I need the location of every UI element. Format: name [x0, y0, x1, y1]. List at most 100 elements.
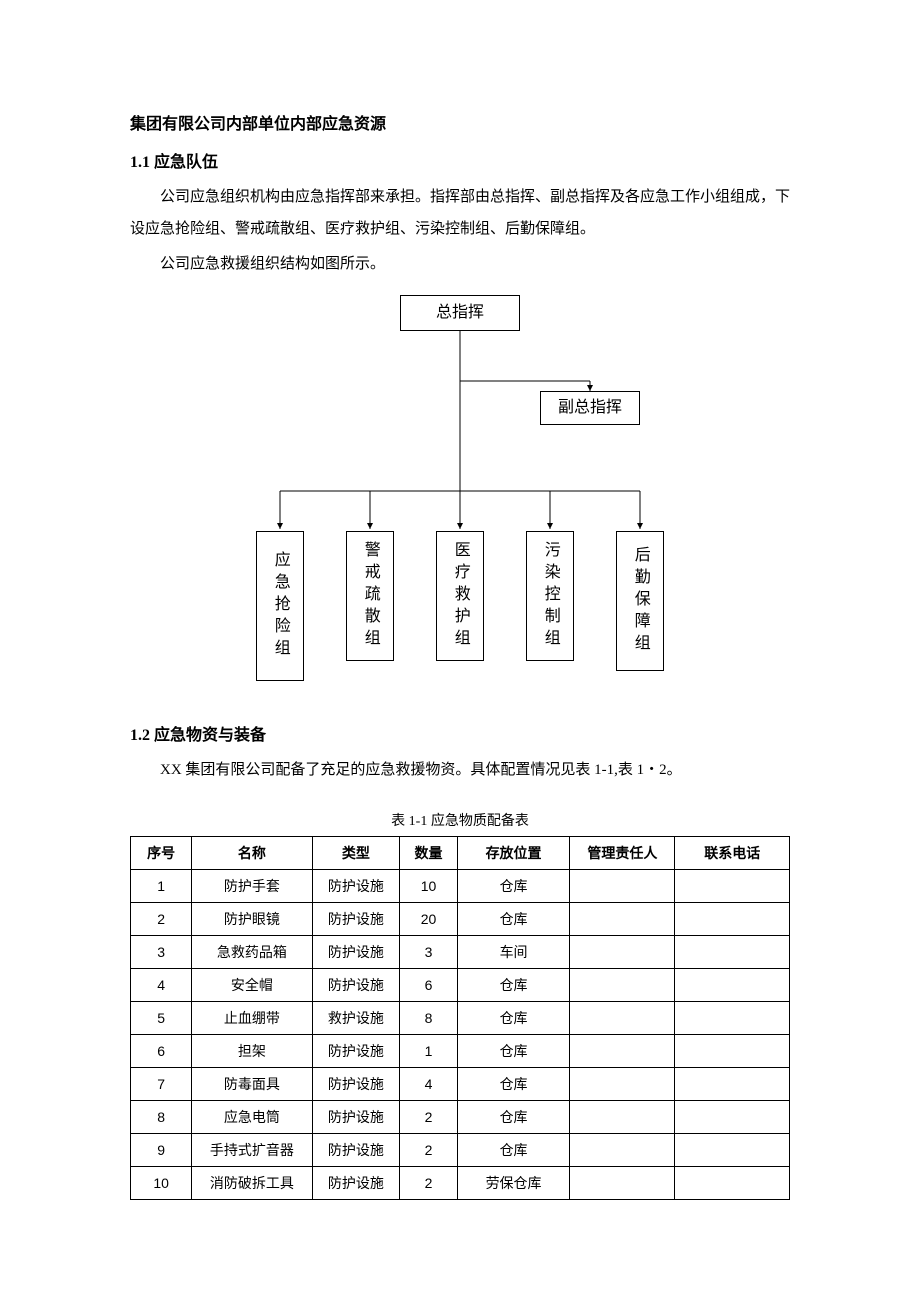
table-cell: 消防破拆工具 — [192, 1167, 312, 1200]
org-node-group-0: 应急抢险组 — [256, 531, 304, 681]
table-cell — [675, 1101, 790, 1134]
table-cell — [675, 1134, 790, 1167]
table-cell: 防护设施 — [312, 969, 400, 1002]
table-cell — [570, 969, 675, 1002]
table-cell — [675, 870, 790, 903]
table-col-seq: 序号 — [131, 837, 192, 870]
table-cell: 2 — [400, 1134, 457, 1167]
page: 集团有限公司内部单位内部应急资源 1.1 应急队伍 公司应急组织机构由应急指挥部… — [0, 0, 920, 1260]
table-col-loc: 存放位置 — [457, 837, 570, 870]
org-node-deputy: 副总指挥 — [540, 391, 640, 425]
table-cell — [675, 1068, 790, 1101]
table-cell — [675, 1167, 790, 1200]
table-cell — [570, 903, 675, 936]
table-col-name: 名称 — [192, 837, 312, 870]
table-cell: 车间 — [457, 936, 570, 969]
table-row: 8应急电筒防护设施2仓库 — [131, 1101, 790, 1134]
table-row: 4安全帽防护设施6仓库 — [131, 969, 790, 1002]
table-cell: 6 — [131, 1035, 192, 1068]
table-cell: 6 — [400, 969, 457, 1002]
table-cell: 仓库 — [457, 903, 570, 936]
table-cell: 应急电筒 — [192, 1101, 312, 1134]
table-row: 6担架防护设施1仓库 — [131, 1035, 790, 1068]
table-cell — [570, 1035, 675, 1068]
table-cell — [570, 1134, 675, 1167]
table-cell — [675, 903, 790, 936]
table-cell: 5 — [131, 1002, 192, 1035]
table-header-row: 序号 名称 类型 数量 存放位置 管理责任人 联系电话 — [131, 837, 790, 870]
table-cell: 急救药品箱 — [192, 936, 312, 969]
table-cell: 担架 — [192, 1035, 312, 1068]
table-cell: 10 — [400, 870, 457, 903]
table-cell: 20 — [400, 903, 457, 936]
section-1-para-2: 公司应急救援组织结构如图所示。 — [130, 249, 790, 281]
table-cell: 防毒面具 — [192, 1068, 312, 1101]
table-cell: 安全帽 — [192, 969, 312, 1002]
table-cell: 1 — [400, 1035, 457, 1068]
table-cell: 仓库 — [457, 1101, 570, 1134]
section-1-heading: 1.1 应急队伍 — [130, 148, 790, 172]
table-cell: 仓库 — [457, 969, 570, 1002]
table-cell: 防护眼镜 — [192, 903, 312, 936]
table-cell: 防护设施 — [312, 870, 400, 903]
doc-title: 集团有限公司内部单位内部应急资源 — [130, 110, 790, 134]
table-cell: 防护设施 — [312, 1134, 400, 1167]
table-cell: 7 — [131, 1068, 192, 1101]
table-cell: 9 — [131, 1134, 192, 1167]
org-node-group-3: 污染控制组 — [526, 531, 574, 661]
table-1: 序号 名称 类型 数量 存放位置 管理责任人 联系电话 1防护手套防护设施10仓… — [130, 836, 790, 1200]
section-2-heading: 1.2 应急物资与装备 — [130, 721, 790, 745]
table-cell: 2 — [400, 1101, 457, 1134]
table-cell: 手持式扩音器 — [192, 1134, 312, 1167]
table-cell: 10 — [131, 1167, 192, 1200]
table-row: 10消防破拆工具防护设施2劳保仓库 — [131, 1167, 790, 1200]
table-cell — [570, 1101, 675, 1134]
table-cell: 3 — [400, 936, 457, 969]
table-cell — [570, 1068, 675, 1101]
table-cell: 止血绷带 — [192, 1002, 312, 1035]
table-cell: 防护设施 — [312, 1068, 400, 1101]
table-col-type: 类型 — [312, 837, 400, 870]
table-cell: 救护设施 — [312, 1002, 400, 1035]
org-chart: 总指挥 副总指挥 应急抢险组 警戒疏散组 医疗救护组 污染控制组 后勤保障组 — [240, 291, 680, 691]
table-cell — [570, 1167, 675, 1200]
table-row: 3急救药品箱防护设施3车间 — [131, 936, 790, 969]
org-node-group-2: 医疗救护组 — [436, 531, 484, 661]
table-cell: 2 — [400, 1167, 457, 1200]
table-cell — [675, 936, 790, 969]
table-row: 2防护眼镜防护设施20仓库 — [131, 903, 790, 936]
table-cell: 劳保仓库 — [457, 1167, 570, 1200]
org-node-commander: 总指挥 — [400, 295, 520, 331]
table-cell: 1 — [131, 870, 192, 903]
table-1-caption: 表 1-1 应急物质配备表 — [130, 810, 790, 830]
table-cell — [570, 870, 675, 903]
table-cell: 防护设施 — [312, 1035, 400, 1068]
section-2-para-1: XX 集团有限公司配备了充足的应急救援物资。具体配置情况见表 1-1,表 1・2… — [130, 755, 790, 787]
table-cell: 4 — [400, 1068, 457, 1101]
org-node-group-1: 警戒疏散组 — [346, 531, 394, 661]
table-col-tel: 联系电话 — [675, 837, 790, 870]
table-row: 7防毒面具防护设施4仓库 — [131, 1068, 790, 1101]
table-cell: 8 — [131, 1101, 192, 1134]
table-cell: 仓库 — [457, 1002, 570, 1035]
table-cell: 防护设施 — [312, 1101, 400, 1134]
table-row: 9手持式扩音器防护设施2仓库 — [131, 1134, 790, 1167]
table-cell — [675, 969, 790, 1002]
table-cell: 仓库 — [457, 870, 570, 903]
table-cell: 防护设施 — [312, 1167, 400, 1200]
table-cell — [675, 1002, 790, 1035]
table-cell: 8 — [400, 1002, 457, 1035]
table-cell: 仓库 — [457, 1035, 570, 1068]
table-cell — [570, 936, 675, 969]
table-cell: 4 — [131, 969, 192, 1002]
table-cell: 防护设施 — [312, 903, 400, 936]
table-row: 1防护手套防护设施10仓库 — [131, 870, 790, 903]
table-cell: 防护设施 — [312, 936, 400, 969]
table-cell — [570, 1002, 675, 1035]
table-cell: 仓库 — [457, 1134, 570, 1167]
table-cell — [675, 1035, 790, 1068]
table-cell: 仓库 — [457, 1068, 570, 1101]
table-col-qty: 数量 — [400, 837, 457, 870]
section-1-para-1: 公司应急组织机构由应急指挥部来承担。指挥部由总指挥、副总指挥及各应急工作小组组成… — [130, 182, 790, 245]
org-node-group-4: 后勤保障组 — [616, 531, 664, 671]
